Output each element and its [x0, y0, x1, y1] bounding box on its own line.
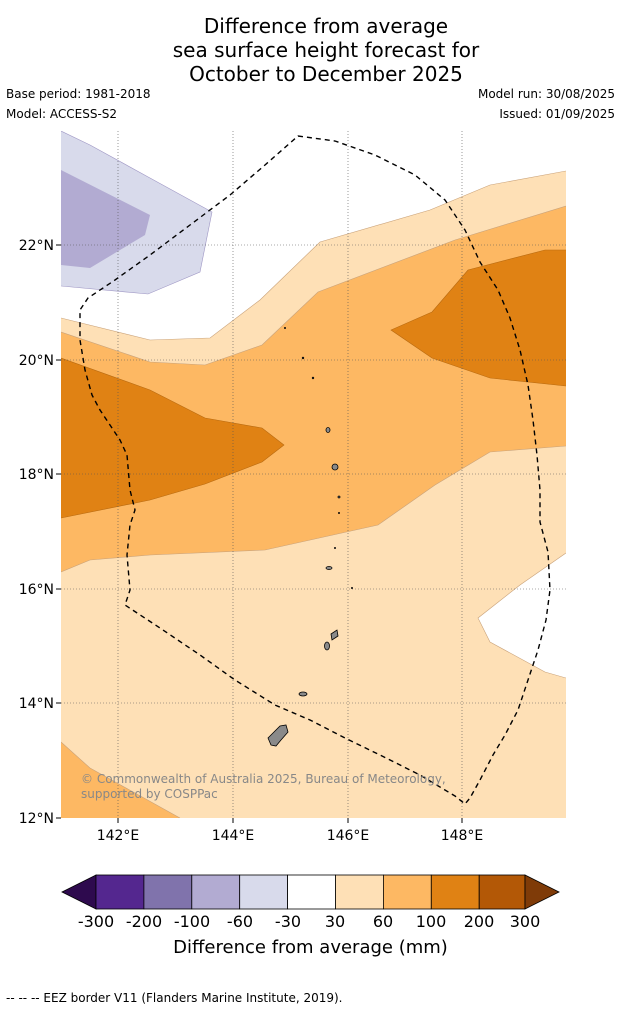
colorbar-label: 30 — [324, 912, 346, 931]
colorbar-swatch — [239, 874, 288, 910]
colorbar-label: -30 — [274, 912, 302, 931]
base-period: Base period: 1981-2018 — [6, 87, 151, 101]
model-name: Model: ACCESS-S2 — [6, 107, 118, 121]
lon-tick-148: 148°E — [441, 828, 484, 844]
colorbar-label: 60 — [372, 912, 394, 931]
band-neutral-east — [478, 553, 566, 678]
colorbar-label: -60 — [226, 912, 254, 931]
title-line-3: October to December 2025 — [189, 62, 463, 86]
colorbar-swatch — [95, 874, 145, 910]
copyright-notice: © Commonwealth of Australia 2025, Bureau… — [81, 772, 446, 801]
colorbar-swatch — [478, 874, 526, 910]
lat-tick-12: 12°N — [19, 811, 54, 827]
lon-tick-142: 142°E — [97, 828, 140, 844]
colorbar-swatch — [335, 874, 384, 910]
lat-tick-20: 20°N — [19, 353, 54, 369]
colorbar-swatch — [287, 874, 336, 910]
colorbar — [61, 874, 560, 910]
colorbar-label: -300 — [77, 912, 115, 931]
title-line-2: sea surface height forecast for — [172, 38, 480, 62]
lat-tick-18: 18°N — [19, 467, 54, 483]
colorbar-label: 100 — [415, 912, 447, 931]
colorbar-extend-high — [524, 874, 560, 910]
issued-date: Issued: 01/09/2025 — [499, 107, 615, 121]
title-line-1: Difference from average — [203, 14, 449, 38]
lon-tick-144: 144°E — [212, 828, 255, 844]
lat-tick-16: 16°N — [19, 582, 54, 598]
band-neg-60-100 — [61, 170, 150, 268]
colorbar-extend-low — [61, 874, 97, 910]
colorbar-swatch — [430, 874, 480, 910]
eez-border — [79, 135, 551, 805]
island-guam — [267, 724, 289, 747]
model-run: Model run: 30/08/2025 — [477, 87, 615, 101]
band-100-200-east — [391, 250, 566, 386]
lon-tick-146: 146°E — [327, 828, 370, 844]
lat-tick-22: 22°N — [19, 238, 54, 254]
gridlines — [61, 131, 566, 818]
map-title: Difference from average sea surface heig… — [0, 14, 621, 86]
eez-legend: -- -- -- EEZ border V11 (Flanders Marine… — [6, 991, 343, 1005]
band-60-100-southwest — [61, 742, 180, 818]
colorbar-label: 200 — [463, 912, 495, 931]
colorbar-swatch — [191, 874, 241, 910]
colorbar-label: -200 — [125, 912, 163, 931]
colorbar-labels: -300 -200 -100 -60 -30 30 60 100 200 300 — [0, 912, 621, 932]
lat-tick-14: 14°N — [19, 696, 54, 712]
colorbar-swatch — [143, 874, 193, 910]
colorbar-label: 300 — [509, 912, 541, 931]
band-neutral-north — [61, 131, 566, 340]
map-area — [61, 131, 566, 818]
colorbar-label: -100 — [173, 912, 211, 931]
colorbar-swatch — [382, 874, 432, 910]
band-100-200-west — [61, 358, 284, 518]
colorbar-title: Difference from average (mm) — [173, 937, 448, 958]
islands — [267, 326, 353, 747]
